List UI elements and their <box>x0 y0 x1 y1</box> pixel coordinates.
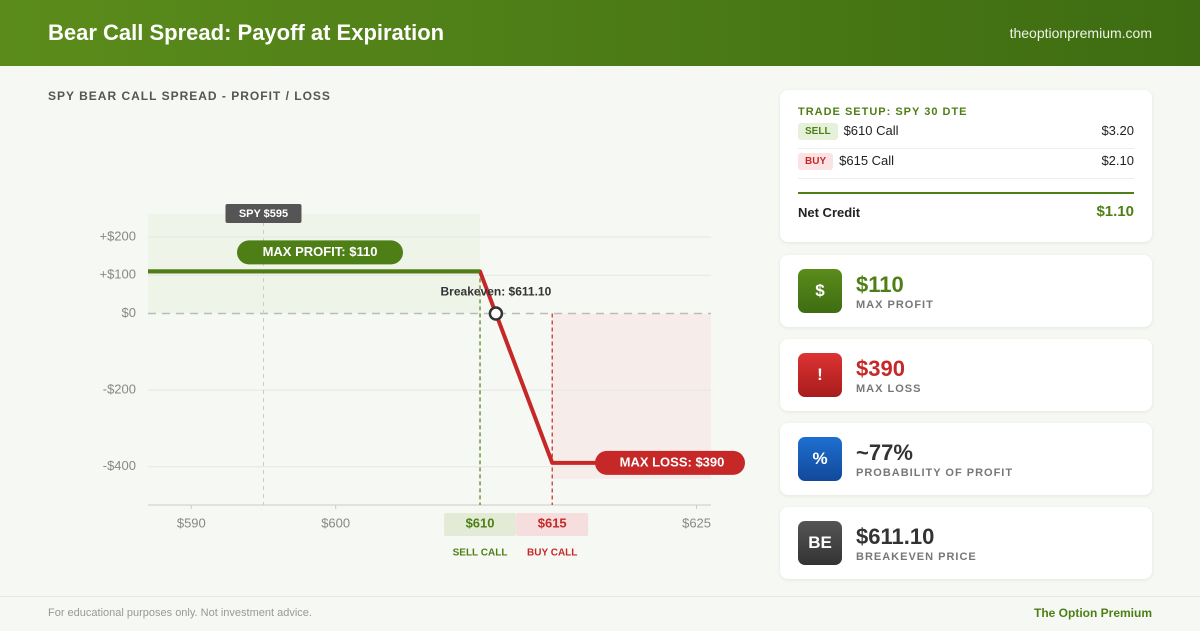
site: theoptionpremium.com <box>1009 25 1152 41</box>
stat-icon: $ <box>798 269 842 313</box>
y-tick-label: -$400 <box>103 458 136 473</box>
net-value: $1.10 <box>1096 203 1134 220</box>
stat-value: $611.10 <box>856 524 935 549</box>
stat-value: $390 <box>856 356 905 381</box>
y-tick-label: $0 <box>122 305 136 320</box>
x-tick-label: $590 <box>177 515 206 530</box>
leg-option: $610 Call <box>843 123 899 138</box>
leg-action: BUY <box>798 152 834 170</box>
leg-price: $3.20 <box>1101 123 1134 138</box>
disclaimer: For educational purposes only. Not inves… <box>48 607 312 619</box>
net-credit: Net Credit $1.10 <box>798 192 1134 222</box>
title: Bear Call Spread: Payoff at Expiration <box>48 20 445 45</box>
leg-option: $615 Call <box>839 153 895 168</box>
stat-value: ~77% <box>856 440 913 465</box>
strike-caption: BUY CALL <box>527 548 577 559</box>
breakeven-point <box>488 306 504 321</box>
spot-label: SPY $595 <box>239 208 288 220</box>
leg-row: SELL $610 Call $3.20 <box>798 118 1134 149</box>
trade-setup: TRADE SETUP: SPY 30 DTE SELL $610 Call $3.… <box>780 90 1152 242</box>
x-tick-label: $610 <box>466 515 495 530</box>
max-profit-pill <box>237 240 403 265</box>
max-loss-pill <box>595 450 745 475</box>
chart: SPY BEAR CALL SPREAD - PROFIT / LOSS +$2… <box>48 89 745 559</box>
stat-icon: ! <box>798 353 842 397</box>
x-tick-label: $615 <box>538 515 567 530</box>
strike-caption: SELL CALL <box>453 548 508 559</box>
max-loss-label: MAX LOSS: $390 <box>620 454 725 469</box>
x-tick-label: $600 <box>321 515 350 530</box>
chart-title: SPY BEAR CALL SPREAD - PROFIT / LOSS <box>48 89 331 103</box>
stat-card: $ $110 MAX PROFIT <box>780 255 1152 327</box>
leg-price: $2.10 <box>1101 153 1134 168</box>
stat-card: % ~77% PROBABILITY OF PROFIT <box>780 423 1152 495</box>
stat-label: PROBABILITY OF PROFIT <box>856 467 1014 479</box>
stat-icon: % <box>798 437 842 481</box>
leg-action: SELL <box>798 122 838 140</box>
strike-tick-bg <box>444 513 517 536</box>
stat-card: BE $611.10 BREAKEVEN PRICE <box>780 507 1152 579</box>
spot-tag <box>225 204 302 223</box>
header: Bear Call Spread: Payoff at Expiration t… <box>0 0 1200 66</box>
y-tick-label: +$100 <box>99 267 136 282</box>
stat-label: MAX LOSS <box>856 383 922 395</box>
setup-title: TRADE SETUP: SPY 30 DTE <box>798 106 968 118</box>
net-label: Net Credit <box>798 205 861 220</box>
leg-row: BUY $615 Call $2.10 <box>798 148 1134 179</box>
max-profit-label: MAX PROFIT: $110 <box>263 244 378 259</box>
brand: The Option Premium <box>1033 606 1152 620</box>
x-tick-label: $625 <box>682 515 711 530</box>
y-tick-label: +$200 <box>99 228 136 243</box>
strike-tick-bg <box>516 513 589 536</box>
stat-card: ! $390 MAX LOSS <box>780 339 1152 411</box>
stat-value: $110 <box>856 272 904 297</box>
breakeven-label: Breakeven: $611.10 <box>441 285 552 299</box>
y-tick-label: -$200 <box>103 382 136 397</box>
stat-label: MAX PROFIT <box>856 299 934 311</box>
stat-icon: BE <box>798 521 842 565</box>
footer: For educational purposes only. Not inves… <box>0 596 1200 631</box>
stat-label: BREAKEVEN PRICE <box>856 551 977 563</box>
